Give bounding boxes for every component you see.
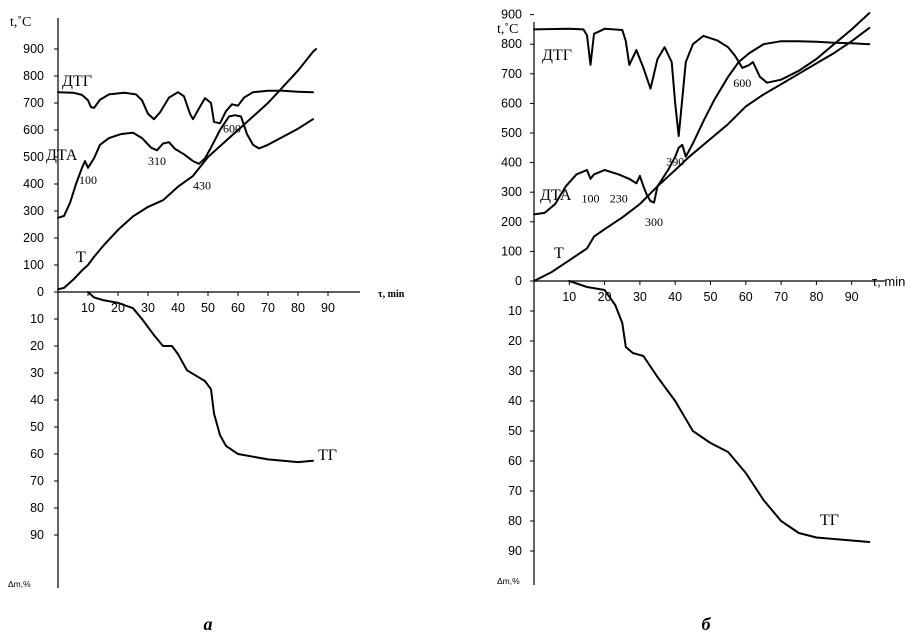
panel-b-y-bottom-tick-label: 10 xyxy=(508,304,522,318)
panel-a-annotation: 600 xyxy=(223,122,241,136)
panel-a-x-title: τ, min xyxy=(378,289,405,300)
panel-b-annotation: 300 xyxy=(645,215,663,229)
panel-a-series-label-1: Т xyxy=(76,249,86,266)
panel-b-x-tick-label: 80 xyxy=(809,290,823,304)
panel-b-x-tick-label: 10 xyxy=(562,290,576,304)
panel-a-y-bottom-tick-label: 30 xyxy=(30,366,44,380)
panel-a-y-top-tick-label: 100 xyxy=(23,258,44,272)
panel-a-series-label-3: ДТГ xyxy=(62,73,92,90)
panel-b-y-bottom-tick-label: 20 xyxy=(508,334,522,348)
panel-a-chart: 0 100 200 300 400 500 600 700 800 900 10 20 30 40 50 60… xyxy=(8,15,405,634)
panel-a-y-top-tick-label: 300 xyxy=(23,204,44,218)
panel-b-x-tick-label: 30 xyxy=(633,290,647,304)
panel-b-series-label-3: ДТГ xyxy=(542,47,572,64)
panel-b-x-tick-label: 90 xyxy=(845,290,859,304)
panel-b-letter: б xyxy=(702,614,712,634)
panel-a-y-top-tick-label: 0 xyxy=(37,285,44,299)
panel-b-x-tick-label: 40 xyxy=(668,290,682,304)
panel-b-series-line-1 xyxy=(533,26,871,282)
panel-a-y-top-tick-label: 800 xyxy=(23,69,44,83)
panel-a-series-line-2 xyxy=(57,114,314,219)
panel-a-y-top-tick-label: 400 xyxy=(23,177,44,191)
panel-a-x-tick-label: 90 xyxy=(321,301,335,315)
panel-b-x-tick-label: 50 xyxy=(704,290,718,304)
panel-a-x-tick-label: 80 xyxy=(291,301,305,315)
panel-a-annotation: 310 xyxy=(148,154,166,168)
panel-b-y-bottom-tick-label: 60 xyxy=(508,454,522,468)
panel-a-annotation: 100 xyxy=(79,173,97,187)
panel-b-x-tick-label: 60 xyxy=(739,290,753,304)
panel-a-series-line-4 xyxy=(87,291,314,464)
panel-b-y-top-tick-label: 0 xyxy=(515,274,522,288)
panel-a-letter: а xyxy=(204,614,213,634)
panel-b-y-top-tick-label: 900 xyxy=(501,8,522,22)
panel-a-x-tick-label: 60 xyxy=(231,301,245,315)
panel-b-y-top-tick-label: 700 xyxy=(501,67,522,81)
panel-b-series-line-2 xyxy=(533,40,871,216)
panel-b-annotation: 100 xyxy=(581,192,599,206)
panel-a-series-label-2: ДТА xyxy=(46,147,78,164)
panel-a-x-tick-label: 50 xyxy=(201,301,215,315)
panel-a-y-top-tick-label: 700 xyxy=(23,96,44,110)
panel-b-y-top-tick-label: 300 xyxy=(501,185,522,199)
panel-b-series-line-4 xyxy=(568,280,871,543)
panel-b-series-label-4: ТГ xyxy=(820,512,839,529)
panel-b-y-top-tick-label: 100 xyxy=(501,244,522,258)
panel-b-y-bottom-title: Δm,% xyxy=(497,576,520,586)
panel-b-y-bottom-tick-label: 40 xyxy=(508,394,522,408)
panel-a-y-top-tick-label: 600 xyxy=(23,123,44,137)
panel-b-y-bottom-tick-label: 80 xyxy=(508,514,522,528)
panel-b-y-bottom-tick-label: 30 xyxy=(508,364,522,378)
panel-b-y-bottom-tick-label: 70 xyxy=(508,484,522,498)
panel-b-y-top-tick-label: 400 xyxy=(501,156,522,170)
panel-a-y-top-tick-label: 900 xyxy=(23,42,44,56)
panel-a-y-bottom-tick-label: 90 xyxy=(30,528,44,542)
panel-a-y-top-tick-label: 500 xyxy=(23,150,44,164)
panel-a-x-tick-label: 70 xyxy=(261,301,275,315)
panel-b-annotation: 390 xyxy=(666,155,684,169)
panel-b-x-tick-label: 70 xyxy=(774,290,788,304)
panel-b-annotation: 230 xyxy=(610,192,628,206)
panel-a-y-top-title: t,˚C xyxy=(10,15,31,30)
panel-a-y-top-tick-label: 200 xyxy=(23,231,44,245)
panel-a-series-line-3 xyxy=(57,89,314,125)
panel-b-y-top-title: t,˚C xyxy=(497,22,518,37)
panel-b-series-line-3 xyxy=(533,12,871,137)
panel-a-x-tick-label: 40 xyxy=(171,301,185,315)
panel-a-y-bottom-tick-label: 40 xyxy=(30,393,44,407)
panel-a-series-line-1 xyxy=(57,48,317,291)
panel-b-y-top-tick-label: 500 xyxy=(501,126,522,140)
panel-b-y-bottom-tick-label: 50 xyxy=(508,424,522,438)
panel-b-annotation: 600 xyxy=(733,76,751,90)
panel-b-y-top-tick-label: 800 xyxy=(501,37,522,51)
panel-a-y-bottom-tick-label: 60 xyxy=(30,447,44,461)
panel-a-y-bottom-tick-label: 50 xyxy=(30,420,44,434)
panel-a-y-bottom-title: Δm,% xyxy=(8,579,31,589)
panel-b-y-top-tick-label: 200 xyxy=(501,215,522,229)
panel-b-series-label-2: ДТА xyxy=(540,187,572,204)
panel-a-x-tick-label: 10 xyxy=(81,301,95,315)
panel-b-y-top-tick-label: 600 xyxy=(501,96,522,110)
panel-b-series-label-1: Т xyxy=(554,245,564,262)
panel-a-x-tick-label: 30 xyxy=(141,301,155,315)
panel-a-annotation: 430 xyxy=(193,178,211,192)
panel-b-chart: 0 100 200 300 400 500 600 700 800 900 10 20 30 40 50 60… xyxy=(497,8,905,634)
panel-a-y-bottom-tick-label: 10 xyxy=(30,312,44,326)
panel-b-y-bottom-tick-label: 90 xyxy=(508,544,522,558)
panel-b-x-title: τ, min xyxy=(872,274,905,289)
panel-a-y-bottom-tick-label: 20 xyxy=(30,339,44,353)
panel-a-y-bottom-tick-label: 70 xyxy=(30,474,44,488)
panel-a-series-label-4: ТГ xyxy=(318,447,337,464)
panel-a-y-bottom-tick-label: 80 xyxy=(30,501,44,515)
